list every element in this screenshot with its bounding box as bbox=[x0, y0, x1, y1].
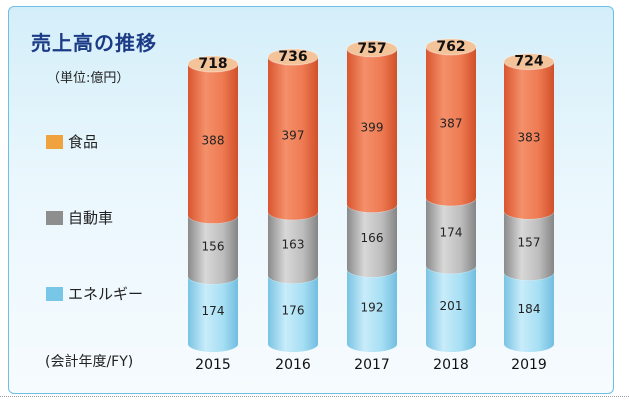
bar-base-food-2015 bbox=[188, 207, 238, 224]
legend-swatch-food-icon bbox=[46, 134, 63, 149]
bar-food-2015 bbox=[188, 63, 238, 216]
bar-base-auto-2019 bbox=[504, 264, 554, 281]
legend-item-energy: エネルギー bbox=[46, 283, 143, 304]
bar-food-2018 bbox=[426, 46, 476, 198]
x-tick-label-2017: 2017 bbox=[354, 357, 390, 373]
bar-auto-2019 bbox=[504, 211, 554, 273]
legend-item-auto: 自動車 bbox=[46, 207, 113, 228]
value-label-energy-2017: 192 bbox=[361, 301, 384, 315]
bar-base-food-2016 bbox=[268, 203, 318, 220]
unit-label: （単位:億円） bbox=[47, 71, 130, 86]
bar-auto-2015 bbox=[188, 215, 238, 277]
bar-cap-food-2016 bbox=[267, 48, 319, 66]
bar-auto-2018 bbox=[426, 197, 476, 266]
bar-energy-2019 bbox=[504, 272, 554, 344]
chart-panel: 174 156 388 718 2015 176 163 397 736 2016 192 166 39… bbox=[8, 6, 614, 394]
value-label-energy-2018: 201 bbox=[440, 299, 463, 313]
legend-label-food: 食品 bbox=[68, 133, 99, 151]
bar-cap-food-2019 bbox=[503, 53, 555, 71]
bar-base-auto-2017 bbox=[347, 261, 397, 278]
bar-base-auto-2015 bbox=[188, 268, 238, 285]
total-label-2015: 718 bbox=[198, 56, 227, 72]
bar-energy-2016 bbox=[268, 275, 318, 344]
legend-item-food: 食品 bbox=[46, 131, 98, 152]
x-tick-label-2015: 2015 bbox=[195, 357, 231, 373]
legend-label-energy: エネルギー bbox=[68, 285, 144, 303]
bar-base-auto-2018 bbox=[426, 257, 476, 274]
bar-energy-2018 bbox=[426, 265, 476, 344]
total-label-2018: 762 bbox=[436, 39, 465, 55]
bar-food-2016 bbox=[268, 56, 318, 212]
value-label-food-2017: 399 bbox=[361, 121, 384, 135]
bar-base-auto-2016 bbox=[268, 267, 318, 284]
bar-energy-2017 bbox=[347, 269, 397, 344]
value-label-energy-2019: 184 bbox=[518, 302, 541, 316]
bars-group bbox=[187, 38, 555, 352]
x-tick-label-2019: 2019 bbox=[511, 357, 547, 373]
value-label-auto-2016: 163 bbox=[282, 238, 305, 252]
bar-base-energy-2016 bbox=[268, 336, 318, 352]
total-label-2019: 724 bbox=[514, 54, 543, 70]
bar-base-food-2017 bbox=[347, 196, 397, 213]
bar-auto-2016 bbox=[268, 211, 318, 276]
bar-auto-2017 bbox=[347, 204, 397, 270]
bar-food-2017 bbox=[347, 48, 397, 205]
bar-cap-food-2015 bbox=[187, 55, 239, 73]
value-label-food-2016: 397 bbox=[282, 128, 305, 142]
bar-base-energy-2015 bbox=[188, 336, 238, 352]
x-tick-label-2016: 2016 bbox=[275, 357, 311, 373]
value-label-auto-2018: 174 bbox=[440, 226, 463, 240]
bar-base-energy-2017 bbox=[347, 336, 397, 352]
bottom-dotted-rule bbox=[0, 396, 629, 403]
bar-base-energy-2018 bbox=[426, 336, 476, 352]
total-label-2016: 736 bbox=[278, 49, 307, 65]
bar-cap-food-2018 bbox=[425, 38, 477, 56]
value-label-auto-2019: 157 bbox=[518, 236, 541, 250]
bar-energy-2015 bbox=[188, 276, 238, 344]
x-tick-label-2018: 2018 bbox=[433, 357, 469, 373]
value-label-food-2015: 388 bbox=[202, 134, 225, 148]
legend-swatch-auto-icon bbox=[46, 210, 63, 225]
bar-food-2019 bbox=[504, 61, 554, 212]
chart-svg: 174 156 388 718 2015 176 163 397 736 2016 192 166 39… bbox=[187, 38, 555, 373]
bar-cap-food-2017 bbox=[346, 40, 398, 58]
value-label-energy-2015: 174 bbox=[202, 304, 225, 318]
bar-base-food-2019 bbox=[504, 203, 554, 220]
legend-swatch-energy-icon bbox=[46, 286, 63, 301]
bar-base-food-2018 bbox=[426, 189, 476, 206]
fiscal-year-label: (会計年度/FY) bbox=[45, 354, 134, 370]
value-label-food-2019: 383 bbox=[518, 130, 541, 144]
value-label-auto-2017: 166 bbox=[361, 231, 384, 245]
value-label-auto-2015: 156 bbox=[202, 240, 225, 254]
legend-label-auto: 自動車 bbox=[68, 209, 114, 227]
value-label-food-2018: 387 bbox=[440, 116, 463, 130]
value-label-energy-2016: 176 bbox=[282, 304, 305, 318]
total-label-2017: 757 bbox=[357, 41, 386, 57]
labels-group: 174 156 388 718 2015 176 163 397 736 2016 192 166 39… bbox=[195, 39, 547, 373]
bar-base-energy-2019 bbox=[504, 336, 554, 352]
chart-title: 売上高の推移 bbox=[31, 31, 157, 55]
